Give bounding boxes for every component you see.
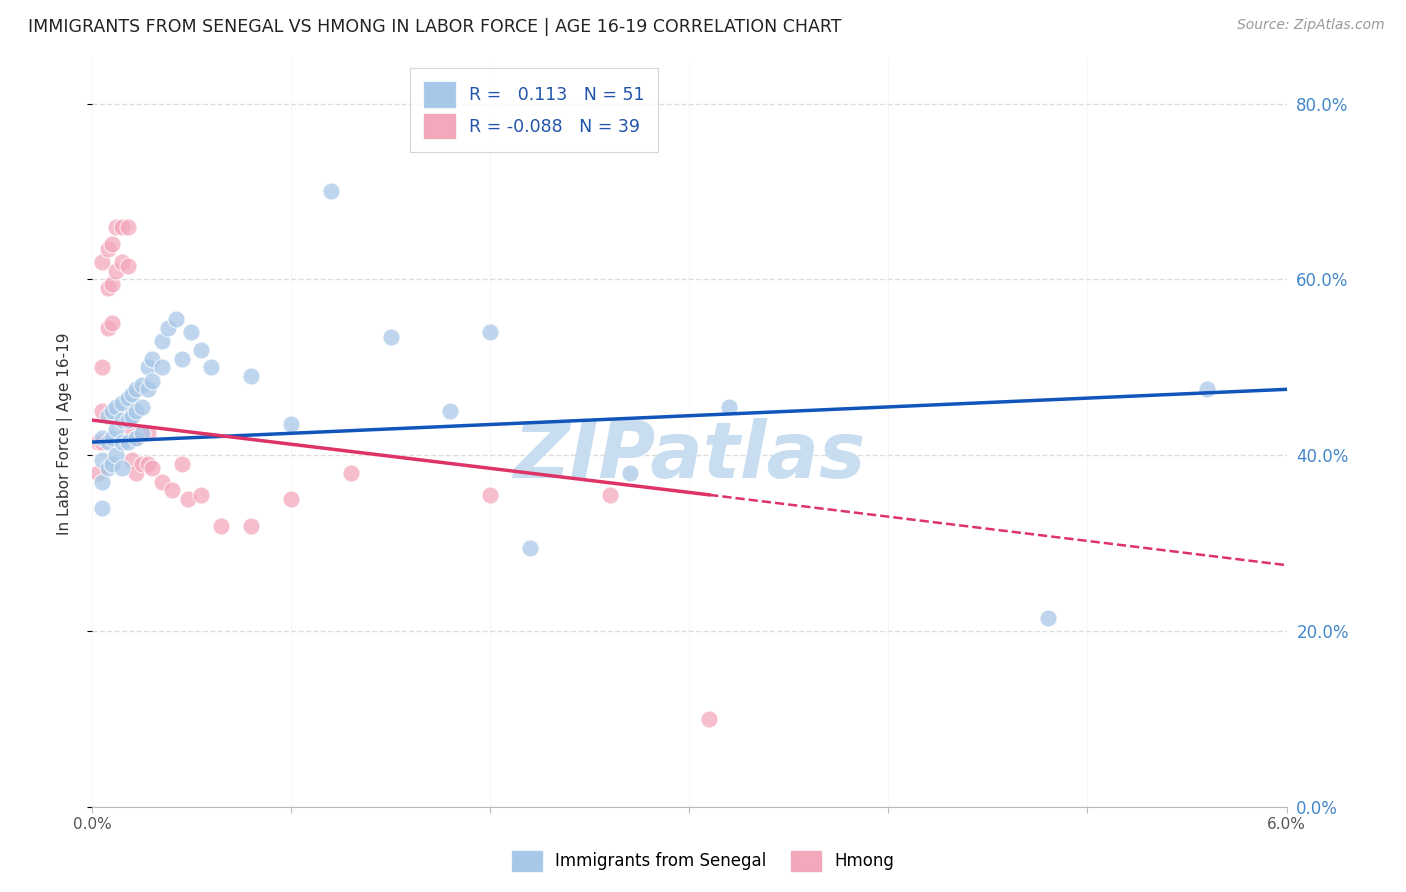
Point xyxy=(104,448,127,462)
Point xyxy=(104,422,127,436)
Point xyxy=(131,426,153,441)
Point xyxy=(599,488,621,502)
Point xyxy=(97,409,120,423)
Point xyxy=(87,466,110,480)
Point xyxy=(176,492,198,507)
Legend: R =   0.113   N = 51, R = -0.088   N = 39: R = 0.113 N = 51, R = -0.088 N = 39 xyxy=(409,69,658,153)
Y-axis label: In Labor Force | Age 16-19: In Labor Force | Age 16-19 xyxy=(58,332,73,534)
Point xyxy=(150,334,173,348)
Point xyxy=(131,457,153,471)
Point xyxy=(200,360,222,375)
Point xyxy=(131,400,153,414)
Point xyxy=(150,475,173,489)
Point xyxy=(125,382,148,396)
Point xyxy=(90,431,112,445)
Point xyxy=(101,431,124,445)
Point xyxy=(97,281,120,295)
Point xyxy=(101,404,124,418)
Point xyxy=(97,242,120,256)
Legend: Immigrants from Senegal, Hmong: Immigrants from Senegal, Hmong xyxy=(503,842,903,880)
Point xyxy=(111,219,134,234)
Point xyxy=(90,435,112,450)
Text: ZIPatlas: ZIPatlas xyxy=(513,417,865,493)
Point xyxy=(190,343,212,357)
Point xyxy=(87,435,110,450)
Point xyxy=(104,263,127,277)
Point xyxy=(190,488,212,502)
Point xyxy=(117,413,139,427)
Text: Source: ZipAtlas.com: Source: ZipAtlas.com xyxy=(1237,18,1385,32)
Point xyxy=(156,320,179,334)
Point xyxy=(117,391,139,405)
Point xyxy=(90,255,112,269)
Point xyxy=(1195,382,1218,396)
Point xyxy=(90,452,112,467)
Point xyxy=(90,404,112,418)
Point xyxy=(170,457,193,471)
Point xyxy=(380,329,402,343)
Point xyxy=(111,413,134,427)
Point xyxy=(121,386,143,401)
Point xyxy=(136,360,159,375)
Point xyxy=(519,541,541,555)
Point xyxy=(240,518,263,533)
Point xyxy=(131,426,153,441)
Point xyxy=(180,325,202,339)
Point xyxy=(479,488,502,502)
Point xyxy=(136,457,159,471)
Point xyxy=(1036,611,1059,625)
Point xyxy=(101,457,124,471)
Point xyxy=(121,422,143,436)
Point xyxy=(90,501,112,516)
Point xyxy=(117,259,139,273)
Point xyxy=(697,712,720,726)
Point xyxy=(90,360,112,375)
Point xyxy=(131,378,153,392)
Point xyxy=(319,185,342,199)
Point xyxy=(240,369,263,384)
Point xyxy=(150,360,173,375)
Point xyxy=(97,320,120,334)
Point xyxy=(136,382,159,396)
Point xyxy=(439,404,461,418)
Text: IMMIGRANTS FROM SENEGAL VS HMONG IN LABOR FORCE | AGE 16-19 CORRELATION CHART: IMMIGRANTS FROM SENEGAL VS HMONG IN LABO… xyxy=(28,18,842,36)
Point xyxy=(339,466,361,480)
Point xyxy=(479,325,502,339)
Point xyxy=(111,461,134,475)
Point xyxy=(111,255,134,269)
Point xyxy=(209,518,232,533)
Point xyxy=(121,409,143,423)
Point xyxy=(125,466,148,480)
Point xyxy=(141,374,163,388)
Point xyxy=(280,417,302,432)
Point xyxy=(280,492,302,507)
Point xyxy=(104,219,127,234)
Point xyxy=(125,404,148,418)
Point xyxy=(141,461,163,475)
Point xyxy=(619,466,641,480)
Point xyxy=(170,351,193,366)
Point xyxy=(101,317,124,331)
Point xyxy=(125,431,148,445)
Point xyxy=(141,351,163,366)
Point xyxy=(111,395,134,409)
Point xyxy=(117,435,139,450)
Point xyxy=(97,435,120,450)
Point xyxy=(165,312,187,326)
Point xyxy=(104,400,127,414)
Point xyxy=(160,483,183,498)
Point xyxy=(121,452,143,467)
Point xyxy=(125,431,148,445)
Point xyxy=(111,435,134,450)
Point xyxy=(101,237,124,252)
Point xyxy=(101,277,124,291)
Point xyxy=(97,461,120,475)
Point xyxy=(90,475,112,489)
Point xyxy=(718,400,741,414)
Point xyxy=(136,426,159,441)
Point xyxy=(117,219,139,234)
